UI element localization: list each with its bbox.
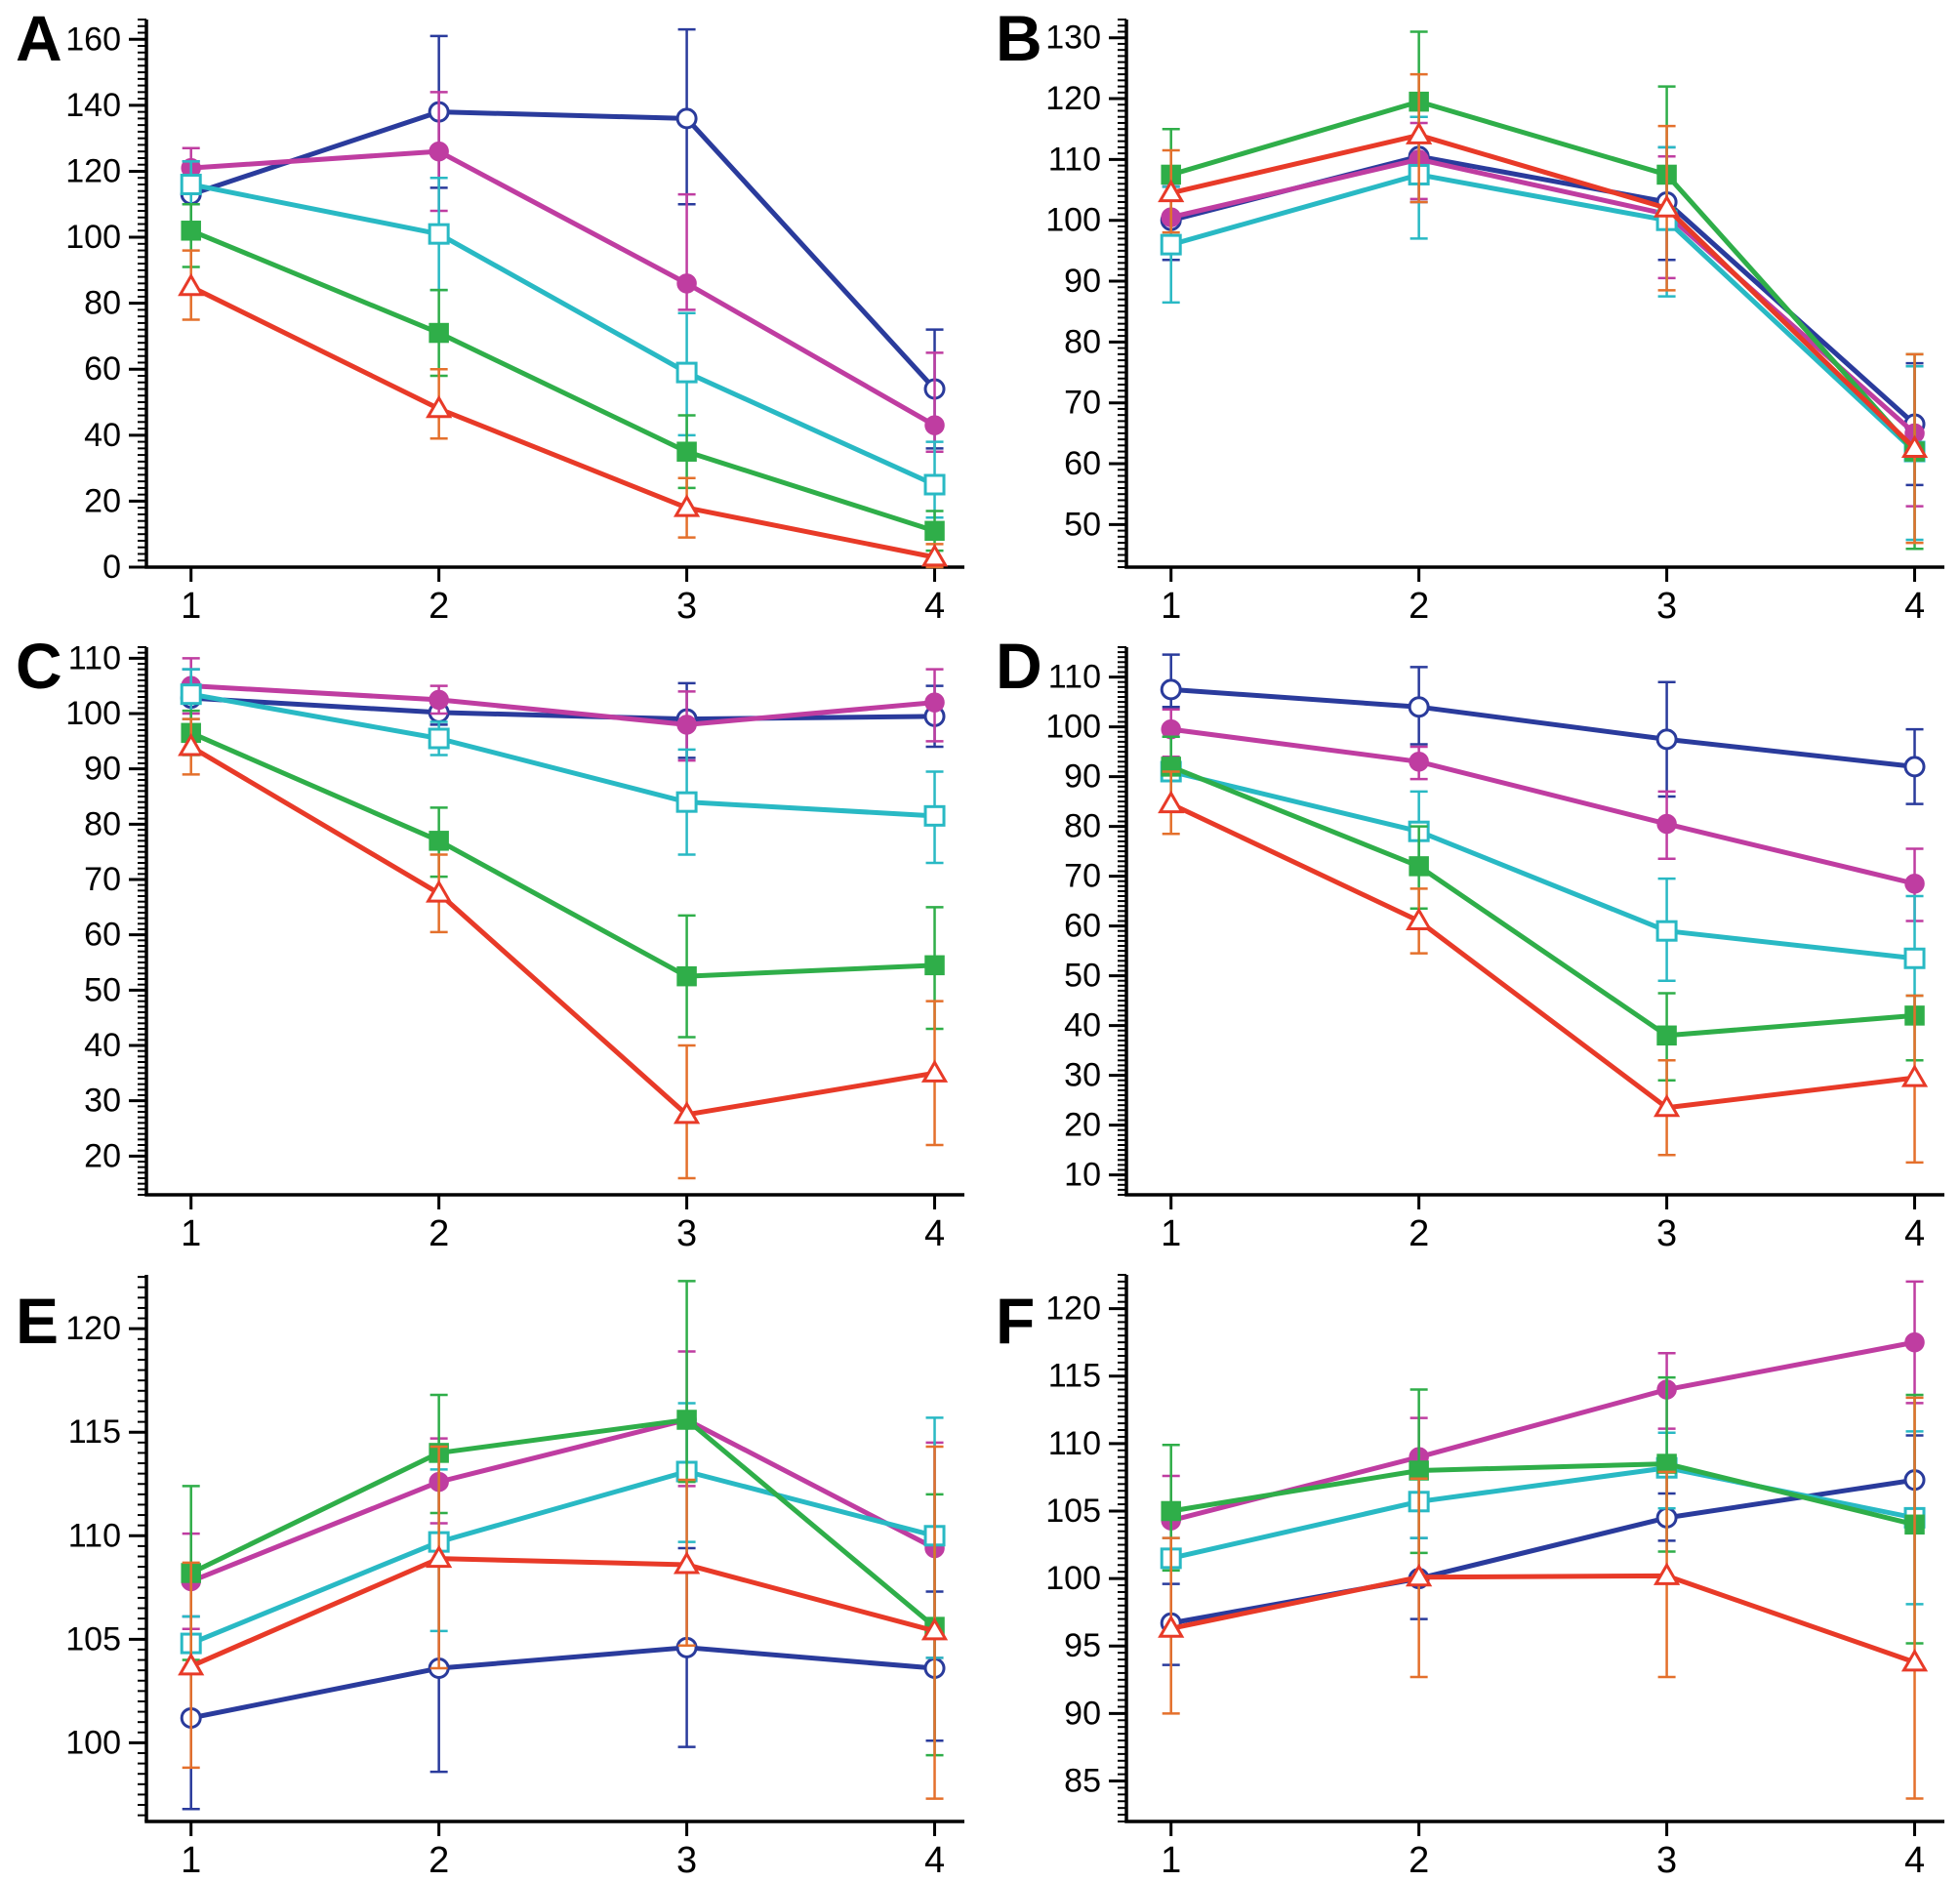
svg-text:95: 95 xyxy=(1064,1627,1101,1664)
svg-text:90: 90 xyxy=(1064,263,1101,300)
svg-text:2: 2 xyxy=(429,1213,449,1254)
svg-text:160: 160 xyxy=(65,20,121,58)
svg-text:2: 2 xyxy=(1409,1840,1429,1881)
svg-text:40: 40 xyxy=(1064,1007,1101,1044)
svg-text:80: 80 xyxy=(1064,323,1101,360)
svg-text:105: 105 xyxy=(1045,1493,1101,1530)
panel-d-label: D xyxy=(996,630,1042,702)
svg-text:90: 90 xyxy=(1064,758,1101,796)
svg-text:120: 120 xyxy=(1045,80,1101,117)
svg-text:1: 1 xyxy=(1161,1213,1181,1254)
panel-c: C 20 30 40 50 60 70 80 90 100 110 1 2 3 4 xyxy=(0,628,980,1255)
panel-a-plot: 0 20 40 60 80 100 120 140 160 1 2 3 4 xyxy=(65,19,964,627)
svg-text:1: 1 xyxy=(1161,1840,1181,1881)
svg-text:3: 3 xyxy=(676,1840,697,1881)
panel-e: E 100 105 110 115 120 1 2 3 4 xyxy=(0,1255,980,1882)
svg-text:60: 60 xyxy=(1064,445,1101,482)
svg-text:4: 4 xyxy=(924,1213,945,1254)
svg-text:100: 100 xyxy=(1045,1560,1101,1597)
panel-e-label: E xyxy=(16,1285,60,1357)
svg-text:130: 130 xyxy=(1045,20,1101,57)
svg-text:105: 105 xyxy=(65,1620,121,1657)
svg-text:1: 1 xyxy=(181,1840,201,1881)
svg-text:4: 4 xyxy=(1904,586,1925,627)
svg-text:4: 4 xyxy=(924,1840,945,1881)
svg-text:3: 3 xyxy=(1656,586,1677,627)
svg-text:2: 2 xyxy=(1409,1213,1429,1254)
svg-text:20: 20 xyxy=(84,1137,121,1174)
panel-e-plot: 100 105 110 115 120 1 2 3 4 xyxy=(65,1275,964,1881)
svg-text:70: 70 xyxy=(84,861,121,898)
panel-c-label: C xyxy=(16,630,62,702)
svg-text:3: 3 xyxy=(1656,1213,1677,1254)
svg-text:115: 115 xyxy=(1048,1358,1101,1395)
panel-f: F 85 90 95 100 105 110 115 120 1 2 3 4 xyxy=(980,1255,1960,1882)
svg-text:80: 80 xyxy=(84,805,121,842)
svg-text:10: 10 xyxy=(1064,1157,1101,1194)
svg-text:110: 110 xyxy=(1048,141,1101,178)
svg-text:110: 110 xyxy=(1048,659,1101,696)
svg-text:60: 60 xyxy=(84,917,121,954)
svg-text:120: 120 xyxy=(1045,1290,1101,1328)
svg-text:30: 30 xyxy=(1064,1057,1101,1094)
svg-text:2: 2 xyxy=(429,586,449,627)
svg-text:110: 110 xyxy=(68,639,121,676)
panel-d-plot: 10 20 30 40 50 60 70 80 90 100 110 1 2 3 4 xyxy=(1045,646,1944,1254)
svg-text:4: 4 xyxy=(1904,1840,1925,1881)
svg-text:90: 90 xyxy=(84,751,121,788)
panel-b-label: B xyxy=(996,2,1042,74)
panel-d: D 10 20 30 40 50 60 70 80 90 100 110 1 2 3 4 xyxy=(980,628,1960,1255)
svg-text:60: 60 xyxy=(1064,908,1101,945)
svg-text:1: 1 xyxy=(1161,586,1181,627)
svg-text:140: 140 xyxy=(65,87,121,124)
svg-text:3: 3 xyxy=(676,586,697,627)
panel-b-plot: 50 60 70 80 90 100 110 120 130 1 2 3 4 xyxy=(1045,19,1944,627)
svg-text:100: 100 xyxy=(65,695,121,732)
svg-text:110: 110 xyxy=(68,1517,121,1554)
svg-text:85: 85 xyxy=(1064,1763,1101,1800)
svg-text:2: 2 xyxy=(1409,586,1429,627)
svg-text:115: 115 xyxy=(68,1413,121,1451)
svg-text:100: 100 xyxy=(65,1724,121,1761)
svg-text:80: 80 xyxy=(84,285,121,322)
svg-text:60: 60 xyxy=(84,350,121,388)
svg-text:20: 20 xyxy=(84,482,121,519)
panel-b: B 50 60 70 80 90 100 110 120 130 1 2 3 4 xyxy=(980,0,1960,628)
svg-text:20: 20 xyxy=(1064,1107,1101,1144)
svg-text:100: 100 xyxy=(65,219,121,256)
svg-text:30: 30 xyxy=(84,1083,121,1120)
panel-c-plot: 20 30 40 50 60 70 80 90 100 110 1 2 3 4 xyxy=(65,639,964,1254)
svg-text:4: 4 xyxy=(924,586,945,627)
svg-text:50: 50 xyxy=(1064,506,1101,543)
svg-text:50: 50 xyxy=(84,971,121,1008)
svg-text:110: 110 xyxy=(1048,1425,1101,1462)
svg-text:3: 3 xyxy=(676,1213,697,1254)
svg-text:90: 90 xyxy=(1064,1695,1101,1732)
svg-text:3: 3 xyxy=(1656,1840,1677,1881)
svg-text:40: 40 xyxy=(84,417,121,454)
svg-text:1: 1 xyxy=(181,1213,201,1254)
svg-text:70: 70 xyxy=(1064,858,1101,895)
svg-text:80: 80 xyxy=(1064,808,1101,845)
svg-text:100: 100 xyxy=(1045,202,1101,239)
svg-text:50: 50 xyxy=(1064,958,1101,995)
panel-a: A 0 20 40 60 80 100 120 140 160 1 2 3 4 xyxy=(0,0,980,628)
svg-text:70: 70 xyxy=(1064,385,1101,422)
svg-text:4: 4 xyxy=(1904,1213,1925,1254)
svg-text:2: 2 xyxy=(429,1840,449,1881)
svg-text:100: 100 xyxy=(1045,709,1101,746)
svg-text:0: 0 xyxy=(102,549,121,586)
svg-text:120: 120 xyxy=(65,152,121,189)
svg-text:120: 120 xyxy=(65,1310,121,1347)
panel-f-plot: 85 90 95 100 105 110 115 120 1 2 3 4 xyxy=(1045,1274,1944,1881)
panel-f-label: F xyxy=(996,1285,1036,1357)
panel-a-label: A xyxy=(16,2,62,74)
svg-text:40: 40 xyxy=(84,1027,121,1064)
svg-text:1: 1 xyxy=(181,586,201,627)
